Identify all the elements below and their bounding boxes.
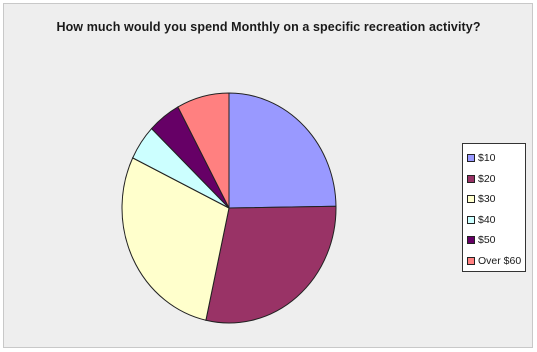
legend-label: $40	[478, 213, 496, 226]
legend-label: $50	[478, 234, 496, 247]
pie-slice-1	[228, 92, 337, 209]
pie-slice-3	[121, 157, 230, 321]
legend-item: Over $60	[467, 251, 525, 272]
legend-item: $30	[467, 189, 525, 210]
legend-item: $10	[467, 148, 525, 169]
legend: $10 $20 $30 $40 $50 Over $60	[462, 143, 526, 272]
pie-slices	[121, 92, 337, 324]
legend-label: $30	[478, 193, 496, 206]
chart-title: How much would you spend Monthly on a sp…	[56, 20, 481, 34]
legend-label: $10	[478, 152, 496, 165]
legend-swatch	[467, 195, 475, 204]
legend-swatch	[467, 256, 475, 265]
legend-item: $40	[467, 210, 525, 231]
legend-item: $50	[467, 230, 525, 251]
legend-swatch	[467, 174, 475, 183]
legend-label: Over $60	[478, 254, 522, 267]
legend-label: $20	[478, 172, 496, 185]
pie-slice-6	[177, 92, 230, 209]
legend-swatch	[467, 215, 475, 224]
legend-swatch	[467, 154, 475, 163]
pie-slice-2	[205, 205, 337, 324]
legend-swatch	[467, 236, 475, 245]
legend-item: $20	[467, 169, 525, 190]
